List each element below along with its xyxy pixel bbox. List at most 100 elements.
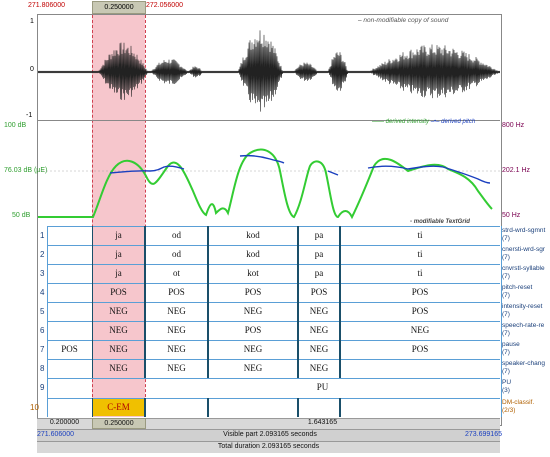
interval-boundary[interactable]: [144, 321, 146, 340]
total-bar[interactable]: [37, 441, 500, 453]
interval-boundary[interactable]: [144, 359, 146, 378]
interval-boundary-thin[interactable]: [92, 226, 93, 245]
tier-number[interactable]: 9: [40, 383, 45, 392]
interval-boundary[interactable]: [207, 340, 209, 359]
interval-boundary[interactable]: [297, 398, 299, 417]
interval-boundary-thin[interactable]: [92, 359, 93, 378]
interval-boundary[interactable]: [207, 264, 209, 283]
interval-label[interactable]: NEG: [167, 306, 186, 316]
interval-boundary[interactable]: [339, 264, 341, 283]
selection-duration-box[interactable]: 0.250000: [92, 1, 146, 14]
tier-row[interactable]: [47, 302, 500, 322]
tier-number[interactable]: 2: [40, 250, 45, 259]
interval-boundary[interactable]: [339, 359, 341, 378]
interval-label[interactable]: POS: [110, 287, 127, 297]
tier-number[interactable]: 6: [40, 326, 45, 335]
interval-boundary[interactable]: [339, 302, 341, 321]
interval-label[interactable]: POS: [244, 287, 262, 297]
tier-row[interactable]: [47, 340, 500, 360]
seg-left[interactable]: 0.200000: [49, 419, 80, 426]
interval-label[interactable]: NEG: [309, 344, 329, 354]
interval-boundary[interactable]: [297, 359, 299, 378]
interval-boundary[interactable]: [297, 283, 299, 302]
seg-right[interactable]: 1.643165: [307, 419, 338, 426]
interval-label[interactable]: pa: [314, 230, 324, 240]
interval-label[interactable]: od: [172, 230, 181, 240]
tier-row[interactable]: [47, 245, 500, 265]
interval-label[interactable]: NEG: [309, 363, 329, 373]
interval-label[interactable]: kod: [246, 230, 260, 240]
tier-number[interactable]: 4: [40, 288, 45, 297]
interval-boundary[interactable]: [144, 245, 146, 264]
interval-boundary-thin[interactable]: [92, 302, 93, 321]
interval-boundary[interactable]: [339, 340, 341, 359]
interval-label[interactable]: NEG: [243, 363, 263, 373]
interval-label[interactable]: NEG: [309, 325, 329, 335]
interval-boundary[interactable]: [297, 302, 299, 321]
tier-row[interactable]: [47, 264, 500, 284]
interval-label[interactable]: NEG: [167, 363, 186, 373]
interval-boundary[interactable]: [144, 283, 146, 302]
interval-label[interactable]: ja: [115, 230, 122, 240]
interval-label[interactable]: NEG: [167, 344, 186, 354]
interval-label[interactable]: kod: [246, 249, 260, 259]
seg-sel[interactable]: 0.250000: [92, 418, 146, 429]
interval-label[interactable]: POS: [411, 306, 429, 316]
interval-boundary[interactable]: [207, 321, 209, 340]
interval-boundary[interactable]: [144, 302, 146, 321]
interval-boundary[interactable]: [297, 264, 299, 283]
interval-label[interactable]: NEG: [109, 363, 128, 373]
interval-label[interactable]: ja: [115, 268, 122, 278]
interval-boundary-thin[interactable]: [92, 321, 93, 340]
pitch-intensity-plot[interactable]: [38, 121, 500, 225]
interval-boundary-thin[interactable]: [92, 245, 93, 264]
tier-number[interactable]: 10: [30, 403, 39, 412]
tier-number[interactable]: 1: [40, 231, 45, 240]
dm-class-label[interactable]: C-EM: [93, 399, 144, 416]
interval-label[interactable]: NEG: [109, 344, 128, 354]
interval-label[interactable]: POS: [61, 344, 78, 354]
interval-label[interactable]: POS: [244, 325, 262, 335]
interval-label[interactable]: ti: [417, 268, 423, 278]
interval-boundary[interactable]: [207, 359, 209, 378]
interval-boundary[interactable]: [297, 321, 299, 340]
waveform[interactable]: [38, 20, 500, 120]
interval-boundary[interactable]: [339, 398, 341, 417]
interval-boundary[interactable]: [339, 245, 341, 264]
interval-label[interactable]: PU: [316, 382, 329, 392]
tier-row[interactable]: [47, 283, 500, 303]
interval-boundary[interactable]: [297, 340, 299, 359]
interval-label[interactable]: POS: [411, 287, 429, 297]
interval-boundary[interactable]: [207, 283, 209, 302]
interval-label[interactable]: NEG: [109, 306, 128, 316]
tier-number[interactable]: 8: [40, 364, 45, 373]
interval-label[interactable]: ot: [172, 268, 180, 278]
interval-boundary[interactable]: [339, 321, 341, 340]
interval-label[interactable]: NEG: [243, 344, 263, 354]
interval-label[interactable]: pa: [314, 268, 324, 278]
interval-boundary[interactable]: [144, 264, 146, 283]
interval-label[interactable]: NEG: [109, 325, 128, 335]
tier-number[interactable]: 7: [40, 345, 45, 354]
tier-number[interactable]: 5: [40, 307, 45, 316]
interval-label[interactable]: POS: [168, 287, 185, 297]
interval-label[interactable]: POS: [310, 287, 328, 297]
tier-row[interactable]: [47, 226, 500, 246]
interval-boundary[interactable]: [207, 226, 209, 245]
interval-boundary[interactable]: [297, 245, 299, 264]
interval-boundary-thin[interactable]: [92, 264, 93, 283]
tier-row[interactable]: [47, 321, 500, 341]
visible-bar[interactable]: [37, 429, 500, 441]
interval-label[interactable]: pa: [314, 249, 324, 259]
interval-label[interactable]: od: [172, 249, 181, 259]
interval-label[interactable]: kot: [247, 268, 259, 278]
interval-boundary-thin[interactable]: [92, 398, 93, 417]
interval-boundary-thin[interactable]: [92, 340, 93, 359]
interval-boundary[interactable]: [297, 226, 299, 245]
interval-label[interactable]: ja: [115, 249, 122, 259]
interval-boundary[interactable]: [144, 226, 146, 245]
interval-boundary[interactable]: [339, 226, 341, 245]
interval-boundary[interactable]: [144, 398, 146, 417]
interval-boundary[interactable]: [144, 340, 146, 359]
interval-label[interactable]: POS: [411, 344, 429, 354]
